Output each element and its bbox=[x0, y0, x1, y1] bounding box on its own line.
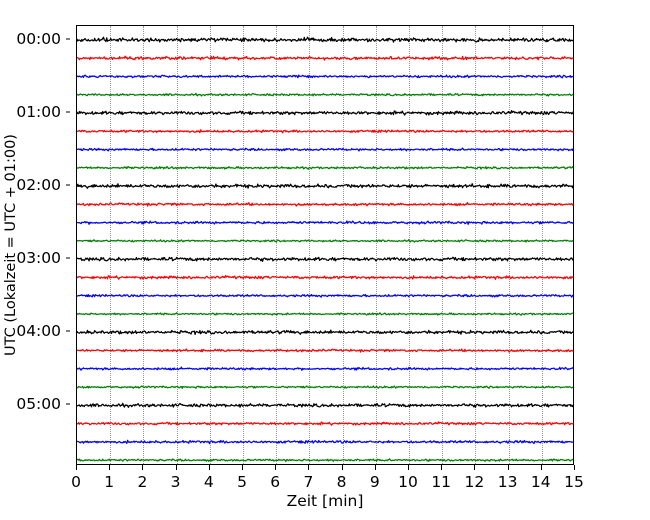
trace-line bbox=[77, 165, 573, 170]
y-tick-label: 05:00 bbox=[16, 395, 61, 414]
trace-line bbox=[77, 55, 573, 61]
x-tick-label: 1 bbox=[104, 473, 115, 491]
y-tick-label: 02:00 bbox=[16, 176, 61, 195]
x-tick-mark bbox=[109, 465, 111, 470]
trace-line bbox=[77, 293, 573, 298]
x-tick-label: 9 bbox=[369, 473, 380, 491]
trace-line bbox=[77, 274, 573, 280]
trace-line bbox=[77, 36, 573, 43]
trace-line bbox=[77, 129, 573, 134]
y-tick-label: 03:00 bbox=[16, 249, 61, 268]
y-tick-mark bbox=[65, 257, 70, 259]
x-tick-label: 11 bbox=[431, 473, 452, 491]
y-tick-mark bbox=[65, 330, 70, 332]
gridline-vertical bbox=[176, 26, 178, 464]
data-traces bbox=[77, 36, 573, 463]
x-tick-label: 3 bbox=[170, 473, 181, 491]
trace-line bbox=[77, 147, 573, 152]
x-tick-mark bbox=[142, 465, 144, 470]
trace-line bbox=[77, 458, 573, 463]
x-axis-ticks: 0 1 2 3 4 5 6 7 8 9 10 11 12 13 14 15 bbox=[71, 465, 584, 515]
x-tick-mark bbox=[441, 465, 443, 470]
gridline-vertical bbox=[541, 26, 543, 464]
x-tick-mark bbox=[540, 465, 542, 470]
x-tick-mark bbox=[76, 465, 77, 470]
gridlines bbox=[77, 26, 573, 464]
y-tick-label: 00:00 bbox=[16, 29, 61, 48]
y-tick-mark bbox=[65, 403, 70, 405]
gridline-vertical bbox=[442, 26, 444, 464]
plot-area bbox=[76, 25, 574, 465]
trace-line bbox=[77, 402, 573, 408]
gridline-vertical bbox=[110, 26, 112, 464]
y-axis-ticks: 00:00 01:00 02:00 03:00 04:00 05:00 bbox=[0, 25, 70, 465]
x-tick-mark bbox=[408, 465, 409, 470]
trace-line bbox=[77, 220, 573, 225]
trace-line bbox=[77, 183, 573, 189]
trace-line bbox=[77, 256, 573, 262]
trace-line bbox=[77, 439, 573, 445]
x-tick-mark bbox=[175, 465, 177, 470]
x-tick-label: 8 bbox=[336, 473, 347, 491]
gridline-vertical bbox=[243, 26, 244, 464]
x-tick-label: 4 bbox=[203, 473, 214, 491]
trace-line bbox=[77, 92, 573, 97]
x-axis-title: Zeit [min] bbox=[286, 492, 364, 510]
gridline-vertical bbox=[475, 26, 477, 464]
x-tick-label: 10 bbox=[398, 473, 418, 491]
x-tick-label: 15 bbox=[564, 473, 584, 491]
x-tick-mark bbox=[242, 465, 243, 470]
gridline-vertical bbox=[409, 26, 410, 464]
y-tick-mark bbox=[65, 184, 70, 186]
x-tick-label: 5 bbox=[237, 473, 247, 491]
x-tick-mark bbox=[474, 465, 476, 470]
trace-line bbox=[77, 348, 573, 353]
x-tick-mark bbox=[208, 465, 210, 470]
x-tick-mark bbox=[574, 465, 575, 470]
x-tick-label: 0 bbox=[71, 473, 81, 491]
gridline-vertical bbox=[342, 26, 344, 464]
y-tick-label: 04:00 bbox=[16, 322, 61, 341]
trace-line bbox=[77, 239, 573, 243]
y-tick-label: 01:00 bbox=[16, 102, 61, 121]
x-tick-mark bbox=[308, 465, 310, 470]
trace-line bbox=[77, 385, 573, 389]
trace-line bbox=[77, 421, 573, 426]
x-tick-label: 2 bbox=[137, 473, 148, 491]
gridline-vertical bbox=[508, 26, 510, 464]
y-tick-mark bbox=[65, 38, 70, 40]
x-tick-mark bbox=[507, 465, 509, 470]
x-tick-mark bbox=[374, 465, 376, 470]
x-tick-label: 14 bbox=[530, 473, 551, 491]
x-tick-mark bbox=[275, 465, 277, 470]
trace-line bbox=[77, 329, 573, 335]
gridline-vertical bbox=[309, 26, 311, 464]
x-tick-label: 13 bbox=[497, 473, 518, 491]
x-tick-label: 12 bbox=[464, 473, 485, 491]
y-tick-mark bbox=[65, 111, 70, 113]
trace-line bbox=[77, 74, 573, 79]
trace-line bbox=[77, 366, 573, 371]
x-tick-mark bbox=[341, 465, 343, 470]
trace-line bbox=[77, 201, 573, 207]
trace-line bbox=[77, 110, 573, 116]
gridline-vertical bbox=[375, 26, 377, 464]
x-tick-label: 6 bbox=[270, 473, 281, 491]
gridline-vertical bbox=[209, 26, 211, 464]
trace-line bbox=[77, 312, 573, 316]
x-tick-label: 7 bbox=[303, 473, 314, 491]
gridline-vertical bbox=[276, 26, 278, 464]
gridline-vertical bbox=[143, 26, 145, 464]
